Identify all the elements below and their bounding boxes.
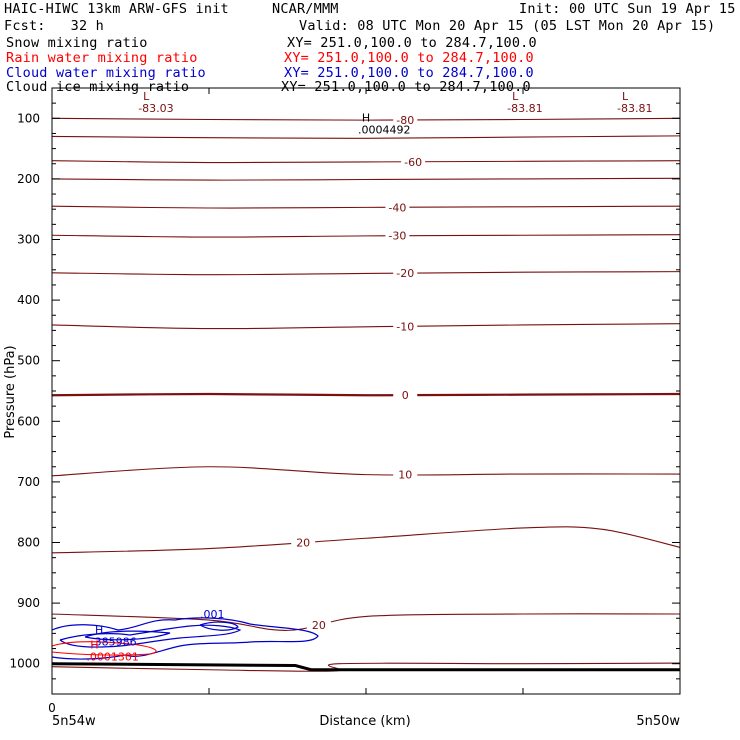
field-cloud-water-name: Cloud water mixing ratio	[6, 65, 206, 81]
contour-label-bg	[291, 536, 316, 549]
contour-label-bg	[385, 201, 410, 214]
contour-label: -60	[404, 156, 422, 169]
field-cloud-water-xy: XY= 251.0,100.0 to 284.7,100.0	[284, 65, 534, 81]
forecast-hour: Fcst: 32 h	[4, 18, 104, 34]
contour-label-bg	[393, 389, 418, 402]
extremum-marker: H	[95, 623, 103, 636]
extremum-marker: H	[362, 111, 370, 124]
y-tick-label: 600	[17, 414, 40, 428]
temperature-contour-30	[51, 613, 681, 631]
contour-label-bg	[393, 468, 418, 481]
init-time: Init: 00 UTC Sun 19 Apr 15	[519, 1, 736, 17]
extremum-value: -83.03	[138, 102, 173, 115]
extremum-value: -83.81	[507, 102, 542, 115]
x-left-label: 5n54w	[52, 714, 96, 729]
contour-label-bg	[385, 229, 410, 242]
cloud-water-contour-label: .001	[200, 608, 225, 621]
organization: NCAR/MMM	[272, 1, 339, 17]
temperature-contour-minus70	[51, 135, 681, 139]
x-axis-label: Distance (km)	[319, 714, 410, 729]
field-rain-name: Rain water mixing ratio	[6, 50, 198, 66]
valid-time: Valid: 08 UTC Mon 20 Apr 15 (05 LST Mon …	[299, 18, 716, 34]
contour-label: -40	[388, 201, 406, 214]
y-tick-label: 300	[17, 233, 40, 247]
field-rain-xy: XY= 251.0,100.0 to 284.7,100.0	[284, 50, 534, 66]
x-origin-label: 0	[48, 701, 56, 715]
terrain-line	[51, 662, 680, 672]
contour-label-bg	[306, 618, 331, 631]
contour-label: -10	[396, 320, 414, 333]
extremum-value: .0001301	[86, 651, 139, 664]
contour-label: 0	[402, 389, 409, 402]
temperature-contour-minus40	[51, 205, 681, 209]
temperature-contour-minus10	[51, 323, 681, 330]
contour-label-bg	[393, 320, 418, 333]
y-tick-label: 700	[17, 475, 40, 489]
extremum-marker: L	[622, 90, 629, 103]
contour-label: -30	[388, 230, 406, 243]
run-title: HAIC-HIWC 13km ARW-GFS init	[4, 1, 229, 17]
y-tick-label: 200	[17, 172, 40, 186]
field-cloud-ice-name: Cloud ice mixing ratio	[6, 79, 190, 95]
extremum-marker: L	[512, 90, 519, 103]
x-axis	[208, 88, 524, 694]
cloud-water-contours	[51, 617, 319, 660]
extremum-value: .385986	[91, 635, 137, 648]
cloud-water-contour-outer	[51, 617, 319, 660]
temperature-contour-20	[51, 526, 681, 554]
temperature-contour-minus30	[51, 234, 681, 238]
extremum-value: .0004492	[358, 123, 411, 136]
contour-label: 20	[296, 536, 310, 549]
field-snow-name: Snow mixing ratio	[6, 35, 148, 51]
cloud-water-contour-small	[199, 621, 239, 631]
cloud-water-contour-inner	[84, 630, 171, 641]
contour-label: -20	[396, 267, 414, 280]
y-tick-label: 400	[17, 293, 40, 307]
y-axis-label: Pressure (hPa)	[3, 345, 18, 438]
contour-label: 10	[398, 468, 412, 481]
temperature-contour-40	[51, 662, 681, 672]
temperature-contour-0	[51, 392, 681, 397]
contour-label-bg	[393, 267, 418, 280]
extremum-marker: H	[90, 639, 98, 652]
temperature-contours: -80 -60 -40 -30 -20 -10 0 10 20 20	[51, 113, 681, 672]
rain-contour	[51, 641, 157, 656]
y-tick-label: 900	[17, 596, 40, 610]
temperature-contour-10	[51, 466, 681, 477]
cloud-water-contour-mid	[59, 624, 242, 648]
field-snow-xy: XY= 251.0,100.0 to 284.7,100.0	[287, 35, 537, 51]
contour-label: -80	[396, 114, 414, 127]
temperature-contour-minus20	[51, 271, 681, 276]
y-tick-label: 800	[17, 536, 40, 550]
contour-label: 20	[312, 619, 326, 632]
extremum-marker: L	[143, 90, 150, 103]
temperature-contour-minus60	[51, 160, 681, 164]
temperature-contour-minus50	[51, 177, 681, 181]
extrema-labels: L-83.03H.0004492L-83.81L-83.81H.385986H.…	[86, 90, 652, 663]
extremum-value: -83.81	[617, 102, 652, 115]
y-tick-label: 1000	[9, 657, 40, 671]
y-tick-label: 100	[17, 111, 40, 125]
y-tick-label: 500	[17, 354, 40, 368]
contour-label-bg	[401, 155, 426, 168]
x-right-label: 5n50w	[636, 714, 680, 729]
field-cloud-ice-xy: XY= 251.0,100.0 to 284.7,100.0	[281, 79, 531, 95]
contour-label-bg	[393, 113, 418, 126]
temperature-contour-minus80	[51, 117, 681, 121]
